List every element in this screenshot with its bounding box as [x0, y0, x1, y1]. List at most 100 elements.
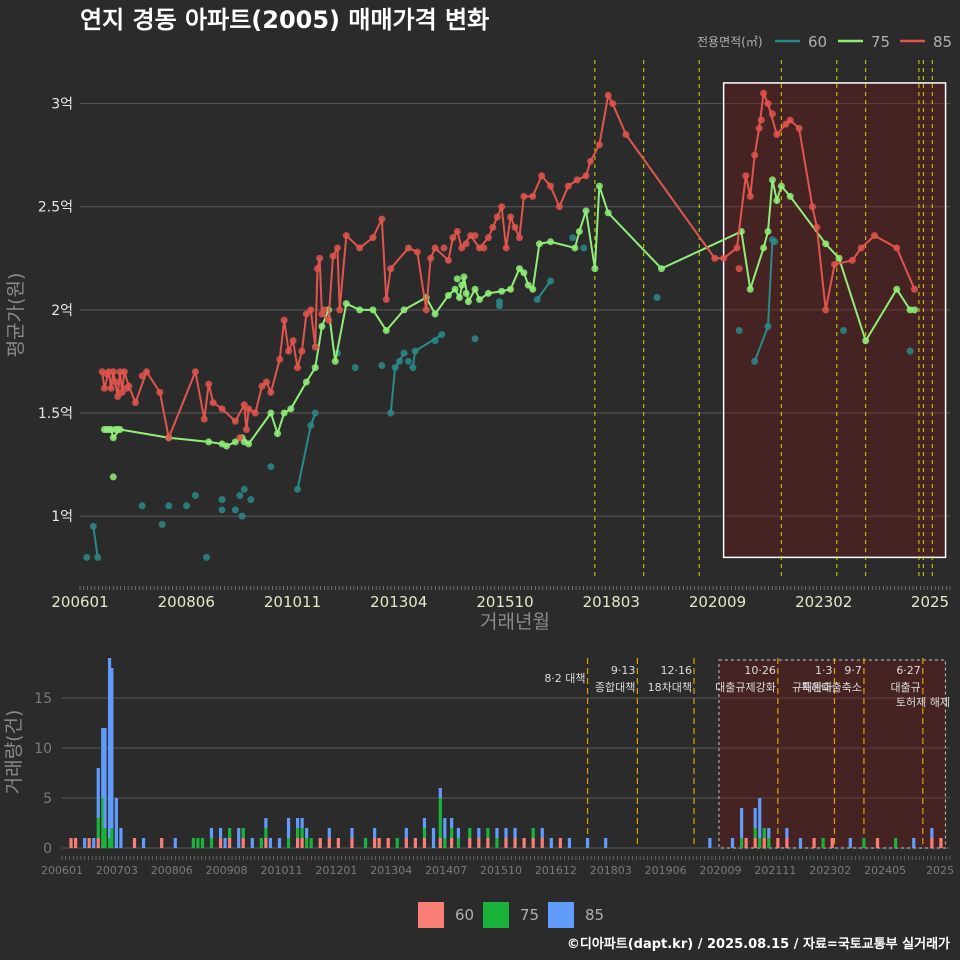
bar-75	[422, 828, 427, 838]
data-point-75	[453, 275, 461, 283]
bar-85	[930, 828, 934, 838]
legend-title: 전용면적(㎡)	[697, 35, 763, 49]
data-point-60	[236, 491, 244, 499]
x2-tick-label: 201201	[315, 864, 357, 877]
x2-tick-label: 201803	[590, 864, 632, 877]
bar-60	[468, 838, 472, 848]
data-point-85	[100, 384, 108, 392]
x-tick-label: 201803	[583, 593, 640, 611]
data-point-75	[575, 227, 583, 235]
bar-60	[69, 838, 73, 848]
data-point-75	[369, 306, 377, 314]
bar-60	[744, 838, 748, 848]
data-point-75	[760, 244, 768, 252]
y-axis-title: 평균가(원)	[5, 273, 27, 358]
data-point-85	[857, 244, 865, 252]
bar-60	[504, 838, 508, 848]
bar-85	[431, 828, 436, 848]
data-point-85	[289, 337, 297, 345]
data-point-85	[764, 100, 772, 108]
bar-60	[776, 838, 780, 848]
bar-75	[241, 828, 245, 838]
bar-75	[762, 828, 766, 838]
data-point-75	[786, 192, 794, 200]
legend2-swatch-85	[548, 902, 574, 928]
policy-label: 6·27	[896, 664, 921, 677]
data-point-75	[456, 293, 464, 301]
bar-60	[73, 838, 78, 848]
data-point-85	[808, 203, 816, 211]
data-point-85	[711, 254, 719, 262]
data-point-85	[236, 434, 244, 442]
bar-75	[200, 838, 205, 848]
data-point-75	[595, 182, 603, 190]
bar-85	[295, 818, 300, 828]
data-point-60	[351, 364, 359, 372]
bar-75	[259, 838, 263, 848]
legend-label-75: 75	[871, 33, 890, 51]
x2-tick-label: 201011	[261, 864, 303, 877]
bar-85	[141, 838, 146, 848]
data-point-85	[191, 368, 199, 376]
data-point-85	[813, 223, 821, 231]
bar-75	[101, 798, 105, 848]
data-point-85	[205, 380, 213, 388]
bar-85	[300, 818, 304, 828]
bar-75	[821, 838, 825, 848]
data-point-75	[462, 289, 470, 297]
bar-60	[762, 838, 766, 848]
bar-75	[456, 838, 461, 848]
data-point-85	[453, 227, 461, 235]
y2-tick-label: 15	[34, 691, 52, 707]
data-point-85	[231, 417, 239, 425]
bar-60	[318, 838, 322, 848]
bar-75	[531, 828, 535, 838]
bar-85	[604, 838, 608, 848]
data-point-85	[131, 399, 139, 407]
data-point-75	[444, 291, 452, 299]
data-point-85	[156, 388, 164, 396]
bar-85	[305, 828, 309, 838]
bar-60	[404, 838, 408, 848]
bar-75	[767, 838, 771, 848]
bar-85	[753, 808, 757, 828]
data-point-85	[622, 131, 630, 139]
data-point-85	[120, 368, 128, 376]
data-point-85	[209, 399, 217, 407]
data-point-85	[471, 232, 479, 240]
bar-60	[558, 838, 562, 848]
bar-60	[300, 838, 304, 848]
data-point-85	[329, 252, 337, 260]
data-point-85	[484, 234, 492, 242]
bar-85	[477, 828, 481, 838]
bar-75	[894, 838, 898, 848]
data-point-60	[438, 331, 446, 339]
data-point-85	[242, 425, 250, 433]
bar-75	[862, 838, 866, 848]
data-point-85	[848, 256, 856, 264]
data-point-75	[764, 227, 772, 235]
data-point-85	[431, 244, 439, 252]
data-point-60	[906, 347, 914, 355]
data-point-85	[245, 405, 253, 413]
data-point-85	[493, 213, 501, 221]
data-point-75	[287, 405, 295, 413]
data-point-60	[409, 364, 417, 372]
data-point-60	[191, 491, 199, 499]
data-point-85	[751, 151, 759, 159]
data-point-85	[489, 223, 497, 231]
policy-label: 10·26	[744, 664, 776, 677]
bar-85	[708, 838, 712, 848]
data-point-75	[356, 306, 364, 314]
x-tick-label: 200806	[158, 593, 215, 611]
data-point-75	[245, 440, 253, 448]
bar-75	[264, 828, 268, 838]
x2-tick-label: 200806	[151, 864, 193, 877]
bar-85	[237, 828, 241, 848]
data-point-75	[657, 265, 665, 273]
legend-label-60: 60	[808, 33, 827, 51]
data-point-85	[564, 182, 572, 190]
data-point-75	[507, 285, 515, 293]
bar-85	[277, 838, 282, 848]
